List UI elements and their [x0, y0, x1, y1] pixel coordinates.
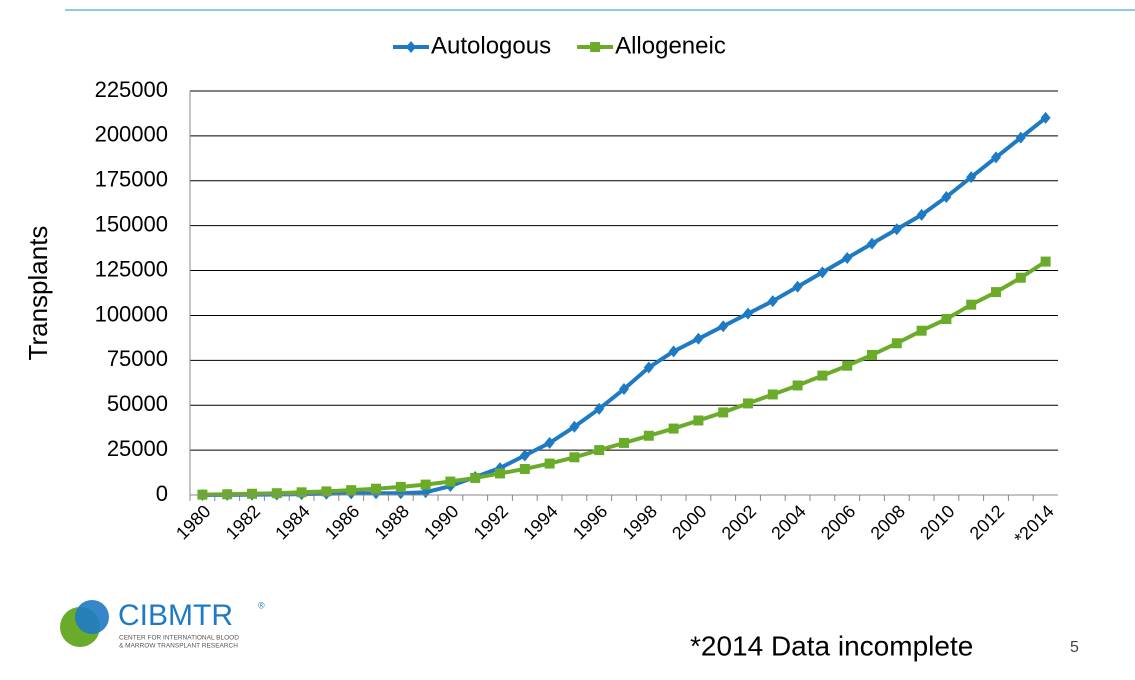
page-number: 5: [1070, 639, 1079, 656]
marker: [321, 486, 332, 497]
marker: [371, 483, 381, 494]
legend-label: Autologous: [431, 32, 551, 59]
y-tick-label: 200000: [95, 122, 168, 147]
marker: [916, 208, 927, 221]
marker: [420, 479, 431, 490]
x-tick-label: 1996: [569, 501, 611, 543]
marker: [643, 430, 654, 441]
x-tick-label: 1994: [519, 501, 561, 543]
marker: [891, 338, 902, 349]
marker: [619, 383, 629, 396]
y-tick-label: 125000: [95, 256, 168, 281]
y-tick-label: 150000: [95, 211, 168, 236]
marker: [867, 237, 877, 250]
marker: [296, 487, 307, 498]
y-tick-label: 100000: [95, 301, 168, 326]
y-axis-label: Transplants: [23, 226, 53, 361]
footnote: *2014 Data incomplete: [690, 630, 973, 661]
logo: CIBMTR ® CENTER FOR INTERNATIONAL BLOOD …: [60, 599, 265, 650]
marker: [668, 345, 679, 358]
x-tick-label: 1980: [172, 501, 214, 543]
marker: [743, 398, 753, 409]
logo-name: CIBMTR: [118, 599, 233, 632]
marker: [767, 295, 778, 308]
marker: [346, 485, 357, 496]
marker: [916, 325, 927, 336]
marker: [643, 361, 654, 374]
marker: [1015, 272, 1026, 283]
logo-subtitle: & MARROW TRANSPLANT RESEARCH: [119, 643, 238, 650]
marker: [247, 488, 257, 499]
marker: [817, 266, 828, 279]
marker: [743, 307, 753, 320]
marker: [495, 468, 505, 479]
marker: [817, 370, 828, 381]
marker: [544, 458, 555, 469]
marker: [941, 314, 952, 325]
marker: [544, 436, 555, 449]
marker: [966, 171, 977, 184]
marker: [718, 407, 729, 418]
logo-mark: ®: [258, 600, 265, 610]
x-tick-label: 2000: [668, 501, 710, 543]
marker: [842, 360, 853, 371]
marker: [590, 42, 601, 52]
x-tick-label: 2010: [916, 501, 958, 543]
x-tick-label: 2008: [867, 501, 909, 543]
x-tick-label: 2012: [966, 501, 1008, 543]
x-tick-label: 1998: [619, 501, 661, 543]
marker: [1040, 111, 1051, 124]
marker: [693, 415, 704, 426]
logo-circle: [75, 600, 109, 634]
marker: [395, 481, 406, 492]
legend-label: Allogeneic: [615, 32, 726, 59]
x-tick-label: 1992: [470, 501, 512, 543]
marker: [519, 449, 530, 462]
marker: [991, 287, 1001, 298]
marker: [891, 223, 902, 236]
marker: [792, 280, 803, 293]
marker: [445, 476, 456, 487]
marker: [792, 380, 803, 391]
y-tick-label: 0: [156, 481, 168, 506]
marker: [668, 423, 679, 434]
series-line: [202, 259, 1047, 497]
x-tick-label: *2014: [1010, 501, 1057, 548]
marker: [941, 190, 952, 203]
marker: [470, 472, 481, 483]
x-tick-label: 1988: [371, 501, 413, 543]
marker: [271, 488, 282, 499]
marker: [966, 299, 977, 310]
logo-subtitle: CENTER FOR INTERNATIONAL BLOOD: [119, 635, 239, 642]
x-tick-label: 2002: [718, 501, 760, 543]
marker: [693, 332, 704, 345]
x-tick-label: 1990: [420, 501, 462, 543]
x-tick-label: 1986: [321, 501, 363, 543]
marker: [569, 420, 580, 433]
y-tick-label: 225000: [95, 77, 168, 102]
marker: [842, 251, 853, 264]
x-tick-label: 2006: [817, 501, 859, 543]
marker: [594, 445, 605, 456]
marker: [619, 437, 629, 448]
marker: [406, 41, 416, 53]
y-tick-label: 25000: [107, 436, 168, 461]
marker: [594, 402, 605, 415]
y-tick-label: 175000: [95, 167, 168, 192]
y-tick-label: 50000: [107, 391, 168, 416]
marker: [569, 452, 580, 463]
x-tick-label: 1984: [271, 501, 313, 543]
marker: [1040, 256, 1051, 267]
y-tick-label: 75000: [107, 346, 168, 371]
x-tick-label: 1982: [222, 501, 264, 543]
x-tick-label: 2004: [767, 501, 809, 543]
marker: [718, 320, 729, 333]
marker: [867, 349, 877, 360]
marker: [1015, 131, 1026, 144]
marker: [767, 389, 778, 400]
marker: [222, 489, 233, 500]
marker: [519, 463, 530, 474]
marker: [991, 151, 1001, 164]
